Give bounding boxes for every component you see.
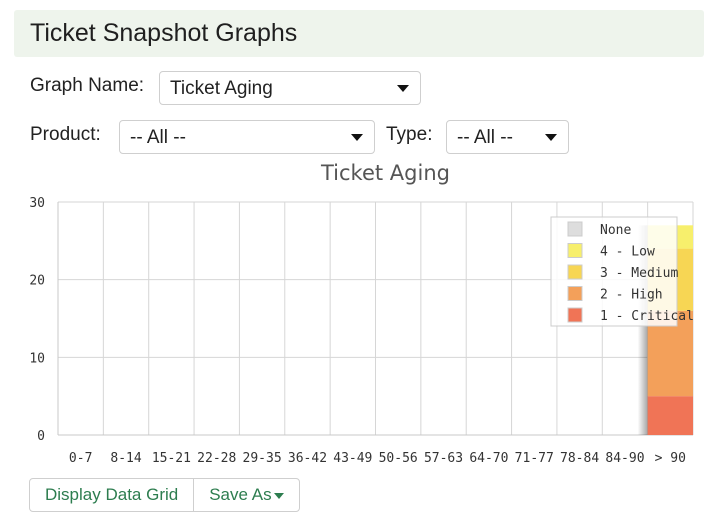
legend-label: 1 - Critical (600, 309, 694, 324)
product-value: -- All -- (130, 127, 186, 148)
x-tick-label: 43-49 (333, 451, 372, 466)
x-tick-label: 64-70 (469, 451, 508, 466)
graph-name-value: Ticket Aging (170, 78, 273, 99)
ticket-aging-chart: Ticket Aging 0 10 20 30 0-7 8-14 15-21 22-28 29-3… (29, 161, 694, 466)
page-title: Ticket Snapshot Graphs (30, 19, 298, 47)
y-tick-label: 20 (29, 274, 45, 289)
save-as-label: Save As (209, 485, 272, 504)
x-tick-label: 57-63 (424, 451, 463, 466)
x-tick-label: 78-84 (560, 451, 599, 466)
caret-down-icon (273, 492, 284, 499)
bar-shadow (637, 225, 648, 435)
legend-label: 2 - High (600, 288, 663, 303)
save-as-button[interactable]: Save As (193, 479, 298, 511)
y-tick-label: 10 (29, 351, 45, 366)
chart-title: Ticket Aging (320, 161, 450, 185)
y-tick-label: 30 (29, 196, 45, 211)
type-label: Type: (386, 124, 433, 145)
bar-segment-1-critical (647, 396, 693, 435)
x-tick-label: 22-28 (197, 451, 236, 466)
x-tick-label: 29-35 (243, 451, 282, 466)
legend-label: 4 - Low (600, 245, 655, 260)
product-select[interactable]: -- All -- (119, 120, 375, 154)
legend-swatch (567, 307, 583, 323)
chevron-down-icon (397, 85, 409, 92)
x-tick-label: 0-7 (69, 451, 92, 466)
graph-name-label: Graph Name: (30, 75, 145, 96)
product-label: Product: (30, 124, 101, 145)
page-header: Ticket Snapshot Graphs (14, 10, 704, 57)
x-tick-label: 50-56 (379, 451, 418, 466)
x-tick-label: 8-14 (110, 451, 141, 466)
legend-swatch (567, 264, 583, 280)
type-select[interactable]: -- All -- (446, 120, 569, 154)
legend-swatch (567, 243, 583, 258)
legend-label: None (600, 223, 631, 238)
x-tick-label: 15-21 (152, 451, 191, 466)
chevron-down-icon (545, 134, 557, 141)
graph-name-select[interactable]: Ticket Aging (159, 71, 421, 105)
chevron-down-icon (351, 134, 363, 141)
action-button-group: Display Data Grid Save As (29, 478, 300, 512)
x-tick-label: 84-90 (605, 451, 644, 466)
x-tick-label: 71-77 (515, 451, 554, 466)
type-value: -- All -- (457, 127, 513, 148)
x-tick-label: > 90 (655, 451, 686, 466)
display-data-grid-button[interactable]: Display Data Grid (45, 485, 179, 504)
legend-swatch (567, 221, 583, 237)
legend-swatch (567, 286, 583, 301)
y-tick-label: 0 (37, 429, 45, 444)
x-tick-label: 36-42 (288, 451, 327, 466)
legend-label: 3 - Medium (600, 266, 678, 281)
